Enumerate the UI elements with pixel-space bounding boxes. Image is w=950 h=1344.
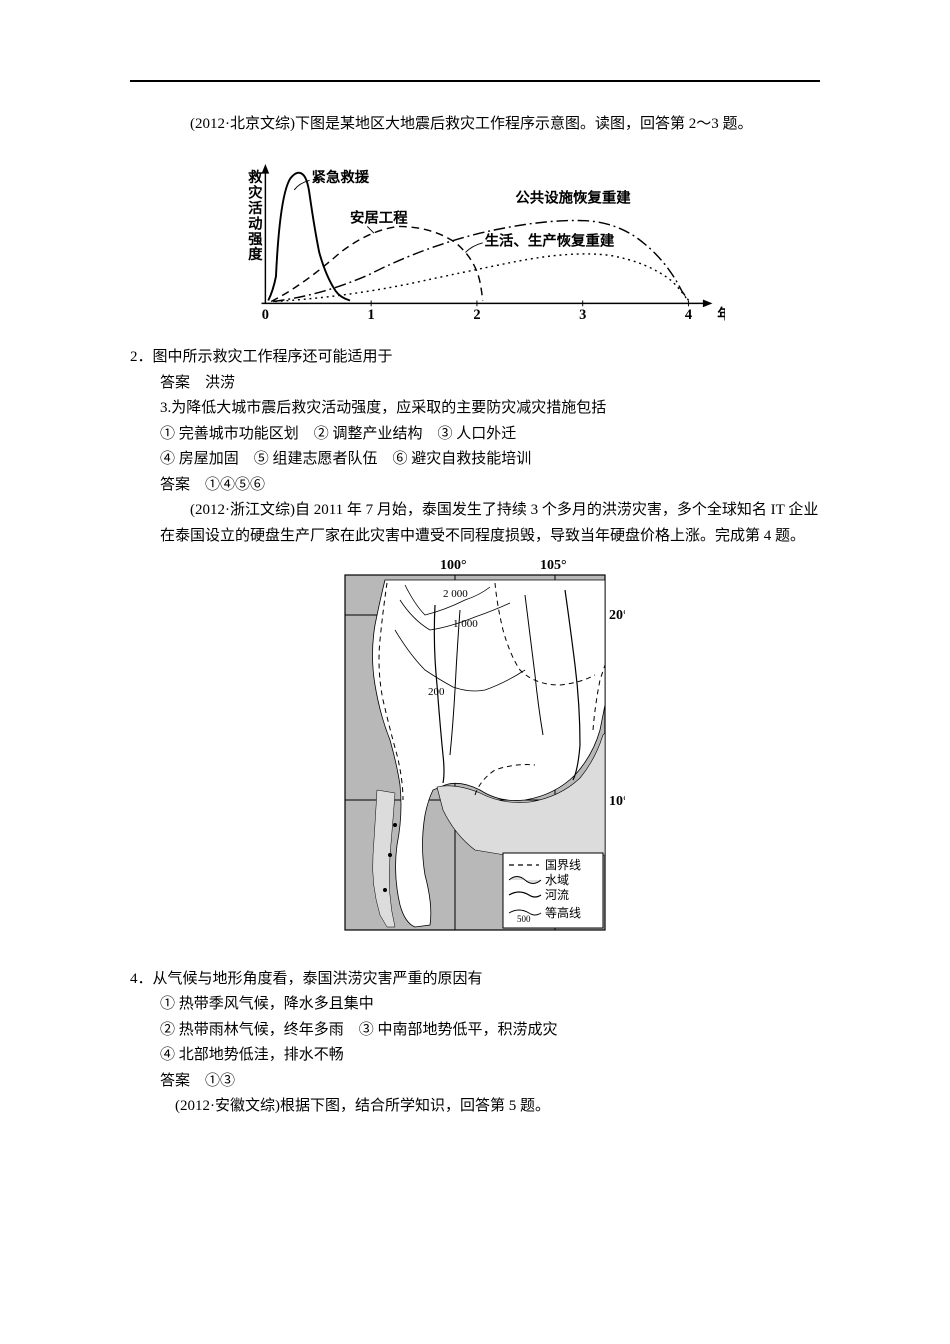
- q4-opt3: ④ 北部地势低洼，排水不畅: [130, 1043, 820, 1069]
- q3-line: 3.为降低大城市震后救灾活动强度，应采取的主要防灾减灾措施包括: [130, 396, 820, 422]
- y-label-char-1: 灾: [248, 183, 263, 201]
- intro-3: (2012·安徽文综)根据下图，结合所学知识，回答第 5 题。: [130, 1094, 820, 1120]
- intro-1: (2012·北京文综)下图是某地区大地震后救灾工作程序示意图。读图，回答第 2～…: [130, 112, 820, 138]
- legend-water: 水域: [545, 873, 569, 887]
- q4-opt2: ② 热带雨林气候，终年多雨 ③ 中南部地势低平，积涝成灾: [130, 1018, 820, 1044]
- top-rule: [130, 80, 820, 82]
- y-label-char-3: 动: [248, 214, 262, 232]
- curve-label-1: 安居工程: [350, 208, 408, 226]
- curve-label-2: 公共设施恢复重建: [515, 188, 631, 206]
- q2-ans-label: 答案: [160, 375, 190, 391]
- lon-label-0: 100°: [440, 558, 467, 573]
- q3-options-2: ④ 房屋加固 ⑤ 组建志愿者队伍 ⑥ 避灾自救技能培训: [130, 447, 820, 473]
- y-label-char-2: 活: [248, 199, 263, 217]
- q3-ans-label: 答案: [160, 477, 190, 493]
- curve-housing: [271, 226, 483, 301]
- q4-answer-line: 答案 ①③: [130, 1069, 820, 1095]
- lat-label-1: 10°: [609, 794, 625, 809]
- q3-answer-line: 答案 ①④⑤⑥: [130, 473, 820, 499]
- x-label: 年: [717, 304, 725, 322]
- page-container: (2012·北京文综)下图是某地区大地震后救灾工作程序示意图。读图，回答第 2～…: [0, 0, 950, 1344]
- xtick-4: 4: [685, 306, 692, 322]
- q2-ans: 洪涝: [205, 375, 235, 391]
- lon-label-1: 105°: [540, 558, 567, 573]
- q3-num: 3.: [160, 400, 171, 416]
- legend-contour-num: 500: [517, 914, 531, 924]
- contour-200: 200: [428, 686, 445, 698]
- q4-line: 4．从气候与地形角度看，泰国洪涝灾害严重的原因有: [130, 967, 820, 993]
- xtick-2: 2: [473, 306, 480, 322]
- q2-line: 2．图中所示救灾工作程序还可能适用于: [130, 345, 820, 371]
- q4-ans: ①③: [205, 1073, 235, 1089]
- q2-num: 2．: [130, 349, 153, 365]
- y-label-char-5: 度: [248, 245, 263, 263]
- legend-boundary: 国界线: [545, 858, 581, 872]
- q4-ans-label: 答案: [160, 1073, 190, 1089]
- lat-label-0: 20°: [609, 608, 625, 623]
- chart1-svg: 救 灾 活 动 强 度 0 1 2 3 4 年 紧急救援 安居: [225, 148, 725, 328]
- q2-answer-line: 答案 洪涝: [130, 371, 820, 397]
- q4-text: 从气候与地形角度看，泰国洪涝灾害严重的原因有: [153, 971, 483, 987]
- intro-2: (2012·浙江文综)自 2011 年 7 月始，泰国发生了持续 3 个多月的洪…: [130, 498, 820, 549]
- xtick-0: 0: [262, 306, 269, 322]
- xtick-1: 1: [368, 306, 375, 322]
- q2-text: 图中所示救灾工作程序还可能适用于: [153, 349, 393, 365]
- q3-options-1: ① 完善城市功能区划 ② 调整产业结构 ③ 人口外迁: [130, 422, 820, 448]
- curve-label-3: 生活、生产恢复重建: [485, 231, 615, 249]
- y-label-char-4: 强: [248, 230, 263, 247]
- xtick-3: 3: [579, 306, 586, 322]
- q3-text: 为降低大城市震后救灾活动强度，应采取的主要防灾减灾措施包括: [171, 400, 606, 416]
- legend-contour: 等高线: [545, 905, 581, 920]
- legend-river: 河流: [545, 888, 569, 902]
- curve-emergency: [268, 172, 350, 300]
- contour-1000: 1 000: [453, 618, 478, 630]
- map-svg: 100° 105° 20° 10° 2 000 1 000 200: [325, 555, 625, 945]
- contour-2000: 2 000: [443, 588, 468, 600]
- curve-label-0: 紧急救援: [312, 168, 370, 186]
- thailand-map: 100° 105° 20° 10° 2 000 1 000 200: [130, 555, 820, 955]
- intro-2-text: (2012·浙江文综)自 2011 年 7 月始，泰国发生了持续 3 个多月的洪…: [160, 498, 820, 549]
- q3-ans: ①④⑤⑥: [205, 477, 265, 493]
- q4-opt1: ① 热带季风气候，降水多且集中: [130, 992, 820, 1018]
- relief-work-chart: 救 灾 活 动 强 度 0 1 2 3 4 年 紧急救援 安居: [130, 148, 820, 338]
- q4-num: 4．: [130, 971, 153, 987]
- y-label-char-0: 救: [248, 168, 263, 186]
